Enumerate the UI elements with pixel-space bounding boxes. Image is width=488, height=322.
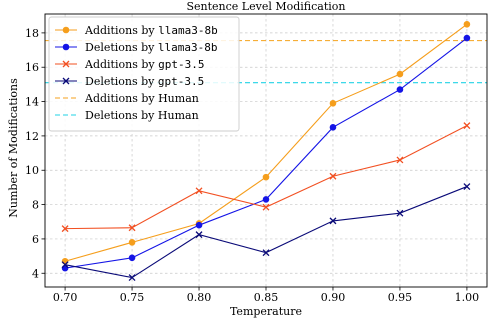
data-point: [262, 203, 270, 211]
legend-label: Additions by gpt-3.5: [84, 58, 204, 71]
x-tick-label: 0.85: [254, 291, 279, 304]
y-tick-label: 18: [25, 27, 39, 40]
legend-label-model: gpt-3.5: [158, 75, 204, 88]
legend-marker: [62, 43, 70, 51]
data-point: [463, 183, 471, 191]
legend-label: Additions by llama3-8b: [84, 24, 218, 37]
y-tick-label: 10: [25, 164, 39, 177]
data-point: [396, 70, 404, 78]
y-axis-label: Number of Modifications: [7, 78, 20, 218]
data-point: [329, 99, 337, 107]
data-point: [128, 274, 136, 282]
data-point: [61, 225, 69, 233]
data-point: [463, 21, 471, 28]
legend-label-text: Additions by: [84, 24, 158, 37]
legend-box: [48, 16, 240, 132]
y-tick-label: 14: [25, 96, 39, 109]
series-group: [61, 21, 471, 282]
chart-title: Sentence Level Modification: [186, 0, 345, 13]
legend-item: Additions by llama3-8b: [55, 24, 218, 37]
data-point: [61, 261, 69, 269]
legend-item: Additions by Human: [55, 92, 199, 105]
x-tick-label: 0.75: [120, 291, 145, 304]
legend-item: Deletions by Human: [55, 109, 199, 122]
x-axis-ticks: 0.70 0.75 0.80 0.85 0.90 0.95 1.00: [53, 287, 479, 304]
data-point: [396, 156, 404, 164]
data-point: [128, 224, 136, 232]
legend-label: Deletions by gpt-3.5: [85, 75, 204, 88]
data-point: [396, 86, 404, 93]
data-point: [128, 254, 136, 262]
y-tick-label: 6: [32, 233, 39, 246]
y-axis-ticks: 4 6 8 10 12 14 16 18: [25, 27, 45, 280]
data-point: [463, 122, 471, 130]
y-tick-label: 8: [32, 199, 39, 212]
data-point: [262, 249, 270, 257]
data-point: [262, 196, 270, 203]
y-tick-label: 12: [25, 130, 39, 143]
legend-label-text: Deletions by: [85, 75, 158, 88]
x-tick-label: 0.90: [321, 291, 346, 304]
data-point: [128, 239, 136, 246]
legend-marker: [62, 77, 70, 85]
legend-label-text: Additions by: [84, 58, 158, 71]
data-point: [329, 217, 337, 225]
data-point: [195, 231, 203, 239]
data-point: [262, 173, 270, 181]
x-axis-label: Temperature: [230, 305, 302, 318]
legend-item: Deletions by gpt-3.5: [55, 75, 204, 88]
data-point: [329, 172, 337, 180]
series-line: [61, 122, 471, 233]
legend-marker: [62, 26, 70, 34]
legend-label: Deletions by llama3-8b: [85, 41, 218, 54]
data-point: [329, 124, 337, 131]
x-tick-label: 0.80: [187, 291, 212, 304]
data-point: [463, 34, 471, 42]
series-line: [61, 183, 471, 282]
x-tick-label: 1.00: [455, 291, 480, 304]
legend-item: Additions by gpt-3.5: [55, 58, 204, 71]
x-tick-label: 0.95: [388, 291, 413, 304]
legend-item: Deletions by llama3-8b: [55, 41, 218, 54]
legend-label: Deletions by Human: [85, 109, 199, 122]
y-tick-label: 4: [32, 267, 39, 280]
legend-label-model: llama3-8b: [158, 24, 218, 37]
legend-label-text: Deletions by: [85, 41, 158, 54]
legend-label-model: gpt-3.5: [158, 58, 204, 71]
legend-label-model: llama3-8b: [158, 41, 218, 54]
data-point: [195, 187, 203, 195]
series-line: [61, 34, 471, 272]
legend-label: Additions by Human: [84, 92, 199, 105]
data-point: [396, 209, 404, 217]
legend-marker: [62, 60, 70, 68]
data-point: [195, 221, 203, 229]
y-tick-label: 16: [25, 61, 39, 74]
x-tick-label: 0.70: [53, 291, 78, 304]
